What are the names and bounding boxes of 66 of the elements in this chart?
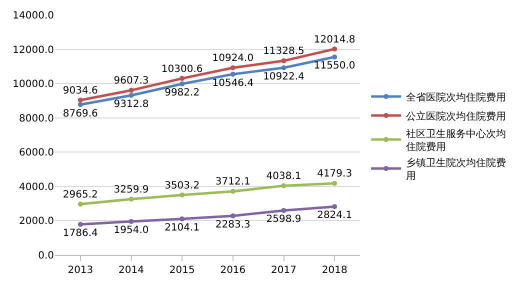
point <box>281 58 286 64</box>
point <box>78 102 83 108</box>
legend-label: 乡镇卫生院次均住院费用 <box>406 156 506 182</box>
y-tick-label: 8000.0 <box>19 113 54 124</box>
point <box>230 188 236 194</box>
legend-label: 全省医院次均住院费用 <box>406 91 506 104</box>
data-label: 8769.6 <box>62 108 98 120</box>
data-label: 2824.1 <box>317 210 352 222</box>
data-label: 12014.8 <box>314 34 356 46</box>
point <box>230 72 236 77</box>
data-label: 2598.9 <box>266 214 302 226</box>
point <box>128 92 134 98</box>
data-label: 10300.6 <box>161 64 203 75</box>
point <box>281 65 286 70</box>
point <box>180 81 185 86</box>
x-tick-label: 2018 <box>322 265 348 276</box>
x-tick-label: 2017 <box>271 265 296 276</box>
point <box>230 213 236 218</box>
point <box>78 202 83 207</box>
data-label: 3712.1 <box>215 176 250 188</box>
data-label: 4179.3 <box>317 168 352 180</box>
data-label: 4038.1 <box>266 171 302 182</box>
point <box>332 46 338 52</box>
data-label: 9607.3 <box>114 76 149 87</box>
legend-label: 社区卫生服务中心次均住院费用 <box>406 128 506 153</box>
point <box>78 222 83 227</box>
point <box>180 192 185 198</box>
point <box>180 76 185 81</box>
data-label: 2104.1 <box>164 222 200 234</box>
data-label: 2283.3 <box>215 219 250 230</box>
x-tick-label: 2016 <box>220 265 246 276</box>
x-tick-label: 2015 <box>169 265 195 276</box>
data-label: 11550.0 <box>314 60 356 72</box>
data-label: 9312.8 <box>114 98 149 110</box>
y-tick-label: 10000.0 <box>12 79 54 90</box>
point <box>230 65 236 70</box>
data-label: 3503.2 <box>164 180 200 192</box>
data-label: 9034.6 <box>62 85 98 96</box>
point <box>128 196 134 202</box>
y-tick-label: 12000.0 <box>12 44 54 56</box>
y-tick-label: 6000.0 <box>19 148 54 159</box>
data-label: 10546.4 <box>212 78 254 89</box>
legend-label: 公立医院次均住院费用 <box>406 110 506 122</box>
y-tick-label: 2000.0 <box>19 216 54 228</box>
point <box>332 180 338 186</box>
data-label: 10922.4 <box>263 71 304 82</box>
point <box>332 204 338 210</box>
y-tick-label: 14000.0 <box>12 10 54 22</box>
point <box>128 88 134 93</box>
y-tick-label: 4000.0 <box>19 182 54 193</box>
point <box>281 208 286 213</box>
point <box>128 219 134 224</box>
point <box>281 183 286 188</box>
data-label: 10924.0 <box>212 53 254 64</box>
data-label: 9982.2 <box>164 88 200 99</box>
x-tick-label: 2013 <box>68 265 94 276</box>
data-label: 3259.9 <box>114 184 149 196</box>
data-label: 1954.0 <box>114 225 149 236</box>
data-label: 2965.2 <box>62 190 98 201</box>
data-label: 1786.4 <box>62 228 98 240</box>
y-tick-label: 0.0 <box>38 250 54 262</box>
point <box>180 216 185 222</box>
x-tick-label: 2014 <box>118 265 144 276</box>
data-label: 11328.5 <box>263 46 304 58</box>
point <box>78 98 83 103</box>
point <box>332 54 338 60</box>
